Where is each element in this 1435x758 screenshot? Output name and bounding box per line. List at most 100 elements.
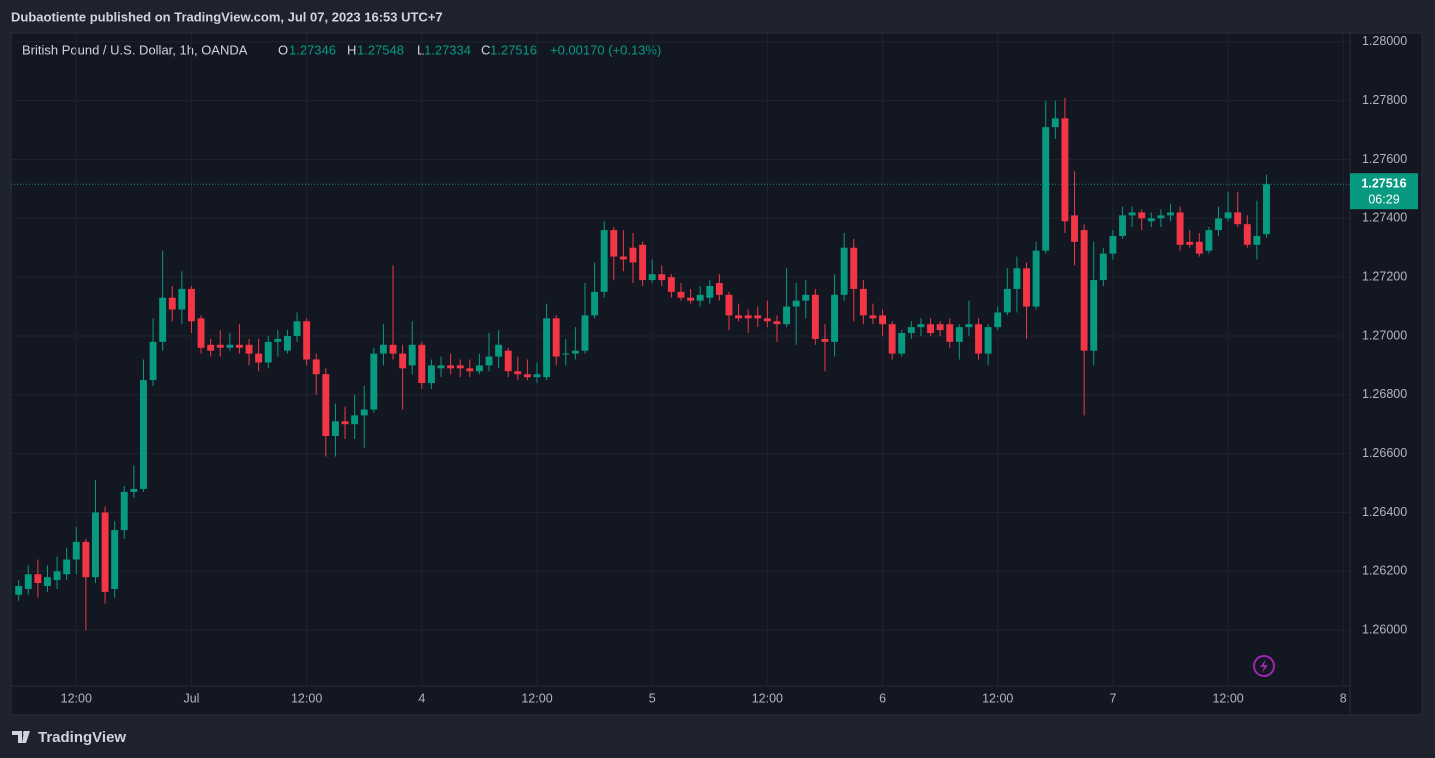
legend-low-label: L <box>417 42 424 57</box>
candle-body <box>975 324 982 354</box>
candle-body <box>514 371 522 375</box>
candle-body <box>1138 212 1146 219</box>
legend-close: 1.27516 <box>490 42 537 57</box>
y-tick-label: 1.26200 <box>1362 564 1407 578</box>
candle-body <box>811 294 819 339</box>
candle-body <box>293 321 301 336</box>
candle-body <box>581 315 589 351</box>
candle-body <box>495 344 503 357</box>
lightning-icon[interactable] <box>1253 655 1275 677</box>
candle-body <box>533 374 541 378</box>
candle-body <box>437 365 445 369</box>
candle-body <box>562 353 570 355</box>
candle-body <box>101 512 109 592</box>
brand-logo[interactable] <box>12 731 30 743</box>
candle-body <box>984 327 992 354</box>
x-tick-label: 12:00 <box>291 691 322 705</box>
candle-body <box>1263 184 1270 235</box>
last-price-label: 1.27516 <box>1361 176 1406 190</box>
x-tick-label: 8 <box>1340 691 1347 705</box>
candle-body <box>389 344 397 354</box>
candle-body <box>744 315 752 319</box>
candle-body <box>994 312 1002 328</box>
x-tick-label: 12:00 <box>752 691 783 705</box>
candle-body <box>466 368 474 372</box>
legend-change: +0.00170 (+0.13%) <box>550 42 661 57</box>
candle-body <box>399 353 407 369</box>
x-tick-label: 5 <box>649 691 656 705</box>
candle-body <box>63 559 71 575</box>
candle-body <box>552 318 560 357</box>
candle-body <box>1176 212 1184 245</box>
candle-body <box>1061 118 1069 222</box>
y-tick-label: 1.27000 <box>1362 328 1407 342</box>
candle-body <box>44 577 51 586</box>
candle-body <box>955 327 963 342</box>
candle-body <box>53 571 61 581</box>
candle-body <box>677 291 685 298</box>
chart-title: British Pound / U.S. Dollar, 1h, OANDA <box>22 42 248 57</box>
candle-body <box>140 380 147 489</box>
candle-body <box>1167 212 1174 216</box>
candle-body <box>571 350 579 354</box>
candle-body <box>773 321 781 325</box>
candle-body <box>831 294 839 342</box>
candle-body <box>821 338 829 342</box>
x-tick-label: 12:00 <box>982 691 1013 705</box>
legend-low: 1.27334 <box>424 42 471 57</box>
candle-body <box>1051 118 1059 128</box>
candle-body <box>149 341 157 381</box>
candle-body <box>687 297 695 301</box>
candle-body <box>715 283 723 295</box>
candle-body <box>447 365 455 369</box>
legend-open-label: O <box>278 42 288 57</box>
candle-body <box>255 353 263 363</box>
candle-body <box>504 350 512 372</box>
y-tick-label: 1.26600 <box>1362 446 1407 460</box>
candle-body <box>1243 224 1251 245</box>
candle-body <box>1109 235 1117 254</box>
candle-body <box>965 324 973 328</box>
candle-body <box>82 541 90 578</box>
candle-body <box>936 324 944 331</box>
y-tick-label: 1.26800 <box>1362 387 1407 401</box>
candle-body <box>1224 212 1232 219</box>
candle-body <box>197 318 205 348</box>
candle-body <box>629 247 637 263</box>
candle-body <box>907 327 915 334</box>
legend-close-label: C <box>481 42 490 57</box>
candle-body <box>1003 288 1011 313</box>
candle-body <box>1147 218 1155 222</box>
candle-body <box>859 288 867 316</box>
candle-body <box>1013 268 1021 289</box>
candle-body <box>610 230 618 257</box>
candle-body <box>92 512 99 578</box>
candle-body <box>648 274 656 281</box>
y-tick-label: 1.28000 <box>1362 34 1407 48</box>
candle-body <box>1157 215 1165 219</box>
candle-body <box>130 488 138 492</box>
candle-body <box>763 318 771 322</box>
x-tick-label: 12:00 <box>1212 691 1243 705</box>
countdown: 06:29 <box>1368 192 1399 206</box>
candle-body <box>1119 215 1126 236</box>
y-tick-label: 1.27600 <box>1362 152 1407 166</box>
candle-body <box>15 585 23 595</box>
brand[interactable]: TradingView <box>38 729 126 746</box>
candle-body <box>274 338 282 342</box>
x-tick-label: 4 <box>418 691 425 705</box>
candle-body <box>245 344 253 354</box>
candle-body <box>111 530 119 589</box>
candle-body <box>869 315 877 319</box>
y-tick-label: 1.27800 <box>1362 93 1407 107</box>
candle-body <box>331 421 339 436</box>
candle-body <box>370 353 378 410</box>
candle-body <box>226 344 234 348</box>
candle-body <box>1205 230 1213 251</box>
candle-body <box>34 574 42 584</box>
candle-body <box>917 324 925 328</box>
candle-body <box>706 285 714 298</box>
x-tick-label: 12:00 <box>61 691 92 705</box>
candle-body <box>1215 218 1222 231</box>
